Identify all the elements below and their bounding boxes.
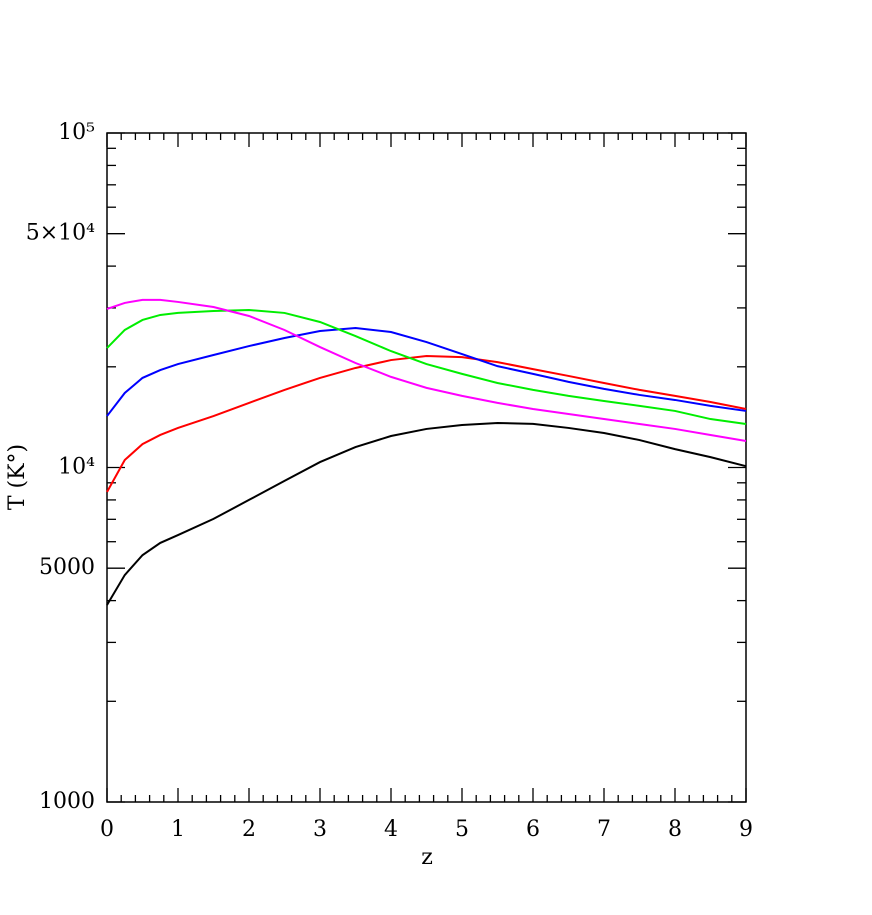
y-tick-label: 1000 <box>39 789 95 814</box>
x-tick-label: 3 <box>313 817 327 842</box>
x-tick-label: 0 <box>100 817 114 842</box>
x-tick-label: 2 <box>242 817 256 842</box>
series-line <box>106 298 747 442</box>
x-tick-label: 6 <box>526 817 540 842</box>
series-line <box>106 327 747 417</box>
x-tick-label: 5 <box>455 817 469 842</box>
x-tick-label: 9 <box>739 817 753 842</box>
x-axis-label: z <box>421 845 433 870</box>
x-tick-label: 4 <box>384 817 398 842</box>
x-tick-label: 8 <box>668 817 682 842</box>
y-axis-label: T (K°) <box>5 444 30 510</box>
y-tick-label: 5000 <box>39 555 95 580</box>
x-tick-label: 7 <box>597 817 611 842</box>
series-line <box>106 308 747 426</box>
y-tick-label: 10⁴ <box>58 455 95 480</box>
series-line <box>106 355 747 493</box>
y-tick-label: 10⁵ <box>58 120 95 145</box>
series-line <box>106 421 747 606</box>
x-tick-label: 1 <box>171 817 185 842</box>
y-tick-label: 5×10⁴ <box>26 221 95 246</box>
plot-frame <box>106 132 747 803</box>
